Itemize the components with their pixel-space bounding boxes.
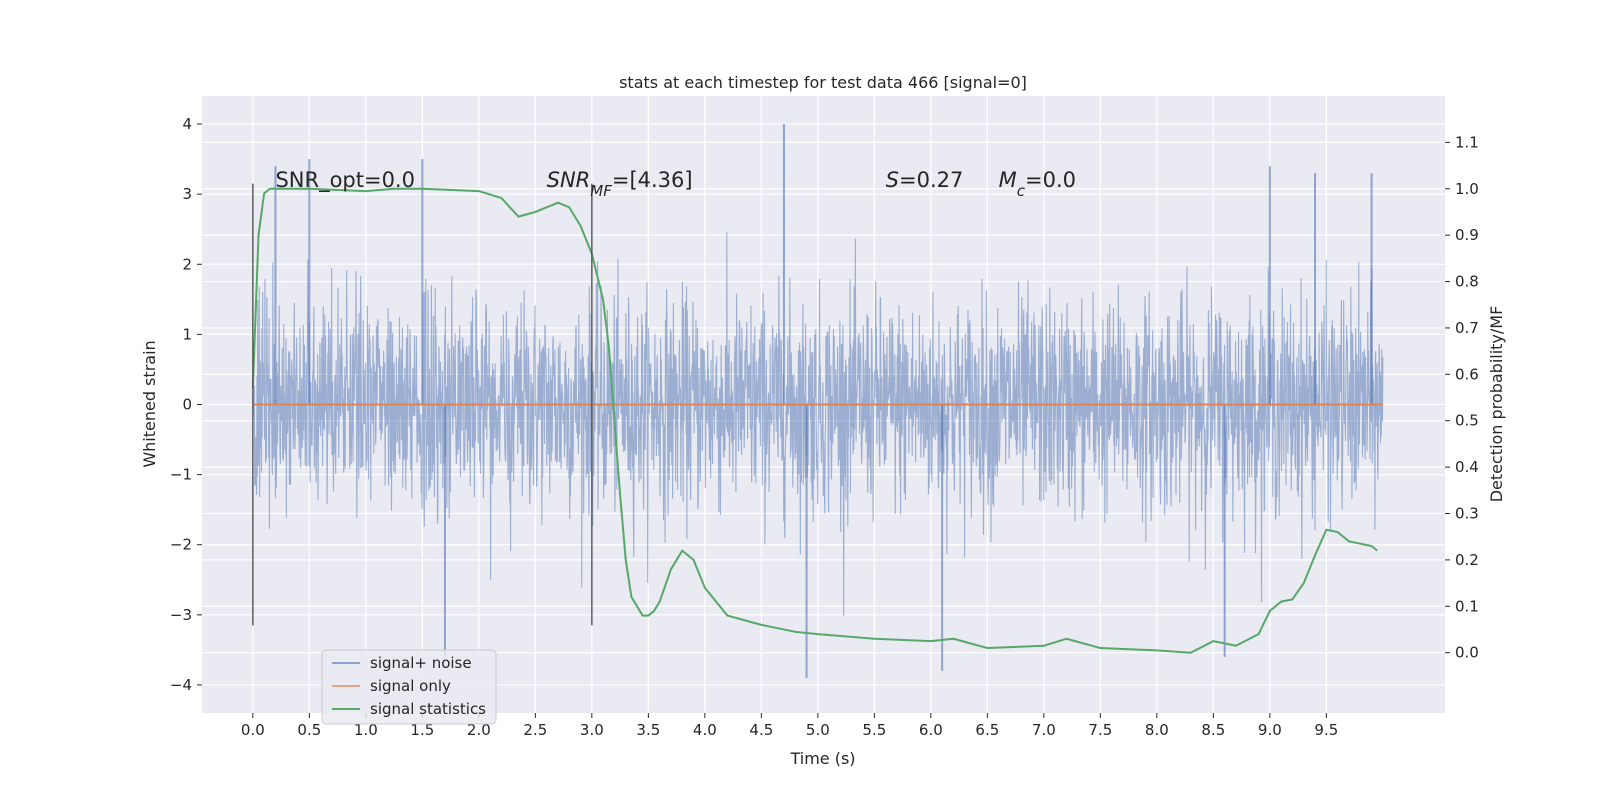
x-tick-label: 0.0 (241, 721, 265, 739)
x-tick-label: 4.0 (693, 721, 717, 739)
y-tick-label: 3 (182, 185, 192, 203)
y-tick-label: 2 (182, 255, 192, 273)
y-tick-label: −2 (170, 536, 192, 554)
y2-tick-label: 0.8 (1455, 273, 1479, 291)
x-tick-label: 5.0 (806, 721, 830, 739)
x-tick-label: 9.0 (1258, 721, 1282, 739)
x-tick-label: 5.5 (862, 721, 886, 739)
y-tick-label: 1 (182, 325, 192, 343)
legend: signal+ noise signal only signal statistic… (321, 649, 497, 725)
x-tick-label: 1.0 (354, 721, 378, 739)
y2-tick-label: 0.2 (1455, 551, 1479, 569)
x-axis-label: Time (s) (789, 749, 855, 768)
x-tick-label: 3.5 (636, 721, 660, 739)
y2-tick-label: 1.1 (1455, 133, 1479, 151)
signal-noise-trace (252, 124, 1384, 678)
y2-tick-label: 0.5 (1455, 412, 1479, 430)
y2-tick-label: 1.0 (1455, 180, 1479, 198)
x-tick-label: 2.0 (467, 721, 491, 739)
y-tick-label: 0 (182, 396, 192, 414)
y2-tick-label: 0.3 (1455, 505, 1479, 523)
legend-label: signal+ noise (370, 654, 472, 672)
legend-label: signal statistics (370, 700, 486, 718)
x-tick-label: 1.5 (410, 721, 434, 739)
x-tick-label: 3.0 (580, 721, 604, 739)
y-tick-label: −4 (170, 676, 192, 694)
x-tick-label: 4.5 (749, 721, 773, 739)
x-tick-label: 0.5 (297, 721, 321, 739)
annotation-text: Mc=0.0 (999, 168, 1076, 200)
x-tick-label: 8.5 (1201, 721, 1225, 739)
x-tick-label: 2.5 (523, 721, 547, 739)
legend-label: signal only (370, 677, 451, 695)
x-tick-label: 9.5 (1314, 721, 1338, 739)
y2-tick-label: 0.9 (1455, 226, 1479, 244)
y2-tick-label: 0.6 (1455, 365, 1479, 383)
y2-tick-label: 0.0 (1455, 644, 1479, 662)
series-line-signal-statistics (251, 187, 1378, 654)
y2-axis-label: Detection probability/MF (1487, 306, 1506, 503)
y2-tick-label: 0.7 (1455, 319, 1479, 337)
annotation-layer: SNR_opt=0.0 SNRMF=[4.36] S=0.27 Mc=0.0 (275, 168, 1076, 200)
series-layer (251, 187, 1383, 654)
y2-tick-label: 0.4 (1455, 458, 1479, 476)
y-tick-label: −3 (170, 606, 192, 624)
y-tick-label: 4 (182, 115, 192, 133)
x-tick-label: 6.0 (919, 721, 943, 739)
x-tick-label: 8.0 (1145, 721, 1169, 739)
chart-title: stats at each timestep for test data 466… (619, 73, 1027, 92)
x-tick-label: 6.5 (975, 721, 999, 739)
annotation-text: SNRMF=[4.36] (547, 168, 693, 200)
axis-layer: 0.0 0.5 1.0 1.5 2.0 2.5 3.0 3.5 4.0 4.5 5.0 5.5 6.0 6… (170, 115, 1479, 739)
annotation-text: S=0.27 (886, 168, 964, 192)
legend-box (321, 649, 497, 725)
annotation-text: SNR_opt=0.0 (275, 168, 415, 193)
y-tick-label: −1 (170, 466, 192, 484)
y-axis-label: Whitened strain (140, 340, 159, 467)
x-tick-label: 7.0 (1032, 721, 1056, 739)
y2-tick-label: 0.1 (1455, 597, 1479, 615)
x-tick-label: 7.5 (1088, 721, 1112, 739)
vline-layer (252, 183, 593, 626)
